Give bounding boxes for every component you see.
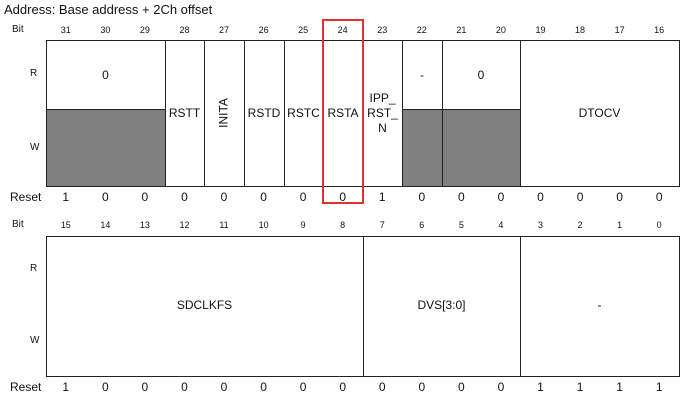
reset-value-top-1: 0 — [101, 190, 109, 204]
reset-value-top-4: 0 — [220, 190, 228, 204]
bit-number-bottom-13: 2 — [577, 220, 583, 230]
bit-number-bottom-0: 15 — [60, 220, 71, 230]
field-ipp-rst-n-line2: RST_ — [367, 106, 398, 120]
bit-number-bottom-8: 7 — [379, 220, 385, 230]
bit-number-bottom-5: 10 — [258, 220, 269, 230]
read-label-top: R — [30, 68, 38, 79]
field-rstc: RSTC — [287, 106, 320, 120]
reset-value-bottom-11: 0 — [497, 380, 505, 394]
write-label-top: W — [30, 142, 40, 153]
bit-number-bottom-14: 1 — [617, 220, 623, 230]
write-reserved-shade-31-29 — [46, 109, 165, 186]
bit-number-top-2: 29 — [139, 25, 150, 35]
bit-number-bottom-12: 3 — [537, 220, 543, 230]
field-21-20-read-value: 0 — [477, 68, 485, 82]
bit-number-top-1: 30 — [100, 25, 111, 35]
bit-number-bottom-6: 9 — [300, 220, 306, 230]
reset-value-top-2: 0 — [141, 190, 149, 204]
bit-number-top-10: 21 — [456, 25, 467, 35]
field-ipp-rst-n-line3: N — [378, 121, 387, 135]
reset-value-top-10: 0 — [458, 190, 465, 204]
reset-value-top-6: 0 — [299, 190, 307, 204]
reset-value-bottom-8: 0 — [378, 380, 386, 394]
reset-value-bottom-9: 0 — [418, 380, 426, 394]
bit-number-top-11: 20 — [495, 25, 506, 35]
bit-number-top-14: 17 — [614, 25, 625, 35]
bit-number-bottom-15: 0 — [656, 220, 662, 230]
reset-label-bottom: Reset — [10, 380, 42, 394]
reset-value-bottom-13: 1 — [576, 380, 584, 394]
reset-value-top-13: 0 — [576, 190, 584, 204]
field-rstt: RSTT — [168, 106, 201, 120]
field-22-read-value: - — [420, 68, 424, 82]
bit-number-top-13: 18 — [575, 25, 586, 35]
reset-value-bottom-0: 1 — [62, 380, 70, 394]
field-ipp-rst-n-line1: IPP_ — [369, 91, 396, 105]
field-dvs: DVS[3:0] — [417, 298, 466, 312]
bit-number-top-9: 22 — [416, 25, 427, 35]
reset-value-top-14: 0 — [616, 190, 623, 204]
reset-value-top-15: 0 — [655, 190, 663, 204]
reset-value-top-7: 0 — [339, 190, 347, 204]
reset-label-top: Reset — [10, 190, 42, 204]
field-31-29-read-value: 0 — [102, 68, 109, 82]
bit-number-top-12: 19 — [535, 25, 546, 35]
reset-value-bottom-12: 1 — [537, 380, 544, 394]
field-rsta: RSTA — [327, 106, 359, 120]
rsta-highlight-box — [322, 19, 364, 204]
field-inita: INITA — [216, 98, 231, 128]
reset-value-top-5: 0 — [260, 190, 267, 204]
bit-number-top-6: 25 — [298, 25, 309, 35]
field-rstd: RSTD — [247, 106, 281, 120]
reset-value-top-8: 1 — [378, 190, 386, 204]
reset-value-bottom-3: 0 — [181, 380, 188, 394]
bit-number-bottom-10: 5 — [458, 220, 464, 230]
reset-value-bottom-5: 0 — [260, 380, 267, 394]
bit-number-top-4: 27 — [219, 25, 230, 35]
reset-value-top-11: 0 — [497, 190, 505, 204]
bit-number-bottom-4: 11 — [219, 220, 229, 230]
reset-value-top-0: 1 — [62, 190, 70, 204]
reset-value-top-12: 0 — [537, 190, 544, 204]
bit-number-bottom-1: 14 — [100, 220, 111, 230]
address-title: Address: Base address + 2Ch offset — [4, 2, 213, 17]
reset-value-bottom-1: 0 — [101, 380, 109, 394]
reset-value-bottom-6: 0 — [299, 380, 307, 394]
reset-value-bottom-14: 1 — [616, 380, 623, 394]
reset-value-bottom-10: 0 — [458, 380, 465, 394]
reset-value-top-3: 0 — [181, 190, 188, 204]
field-sdclkfs: SDCLKFS — [176, 298, 233, 312]
bit-number-top-0: 31 — [60, 25, 71, 35]
reset-value-bottom-7: 0 — [339, 380, 347, 394]
bit-number-bottom-9: 6 — [419, 220, 425, 230]
bit-number-top-15: 16 — [654, 25, 665, 35]
reset-value-top-9: 0 — [418, 190, 426, 204]
bit-number-top-8: 23 — [377, 25, 388, 35]
bit-number-bottom-3: 12 — [179, 220, 190, 230]
bit-number-top-7: 24 — [337, 25, 348, 35]
bit-number-bottom-11: 4 — [498, 220, 504, 230]
bit-label-bottom: Bit — [12, 219, 24, 230]
field-dtocv: DTOCV — [578, 106, 621, 120]
bit-number-top-5: 26 — [258, 25, 269, 35]
reset-value-bottom-4: 0 — [220, 380, 228, 394]
bit-label-top: Bit — [12, 24, 24, 35]
write-label-bottom: W — [30, 335, 40, 346]
bit-number-bottom-2: 13 — [139, 220, 150, 230]
reset-value-bottom-2: 0 — [141, 380, 149, 394]
reset-value-bottom-15: 1 — [655, 380, 663, 394]
write-reserved-shade-22-20 — [402, 109, 520, 186]
read-label-bottom: R — [30, 263, 38, 274]
bit-number-top-3: 28 — [179, 25, 190, 35]
field-3-0-reserved: - — [597, 298, 602, 312]
bit-number-bottom-7: 8 — [340, 220, 346, 230]
